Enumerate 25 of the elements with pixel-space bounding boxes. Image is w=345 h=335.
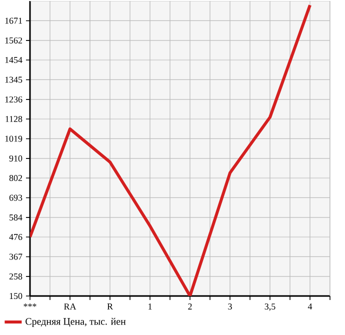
y-tick-label: 1345 [5,76,22,83]
x-tick-label: 4 [308,304,312,310]
y-tick-label: 476 [9,234,22,240]
y-tick-label: 910 [9,155,22,162]
y-tick-label: 150 [10,292,22,300]
y-tick-label: 1454 [5,56,22,64]
x-tick-label: R [107,304,113,310]
x-tick-label: 1 [148,304,152,310]
x-tick-label: 3 [228,304,232,310]
x-tick-label: 3,5 [264,304,276,311]
y-tick-label: 1236 [5,96,22,102]
y-tick-label: 584 [10,214,22,220]
x-tick-label: 2 [188,304,192,310]
y-tick-label: 258 [9,273,22,280]
y-tick-label: 1019 [5,136,22,142]
x-tick-label: *** [24,304,36,307]
y-tick-label: 367 [9,254,22,260]
y-tick-label: 693 [9,194,22,201]
x-tick-label: RA [64,304,76,310]
y-tick-label: 802 [9,174,22,182]
line-series [30,4,312,296]
y-tick-label: 1128 [6,116,22,122]
legend-label: Средняя Цена, тыс. йен [26,318,126,327]
y-tick-label: 1671 [5,18,22,24]
y-tick-label: 1562 [5,37,22,44]
